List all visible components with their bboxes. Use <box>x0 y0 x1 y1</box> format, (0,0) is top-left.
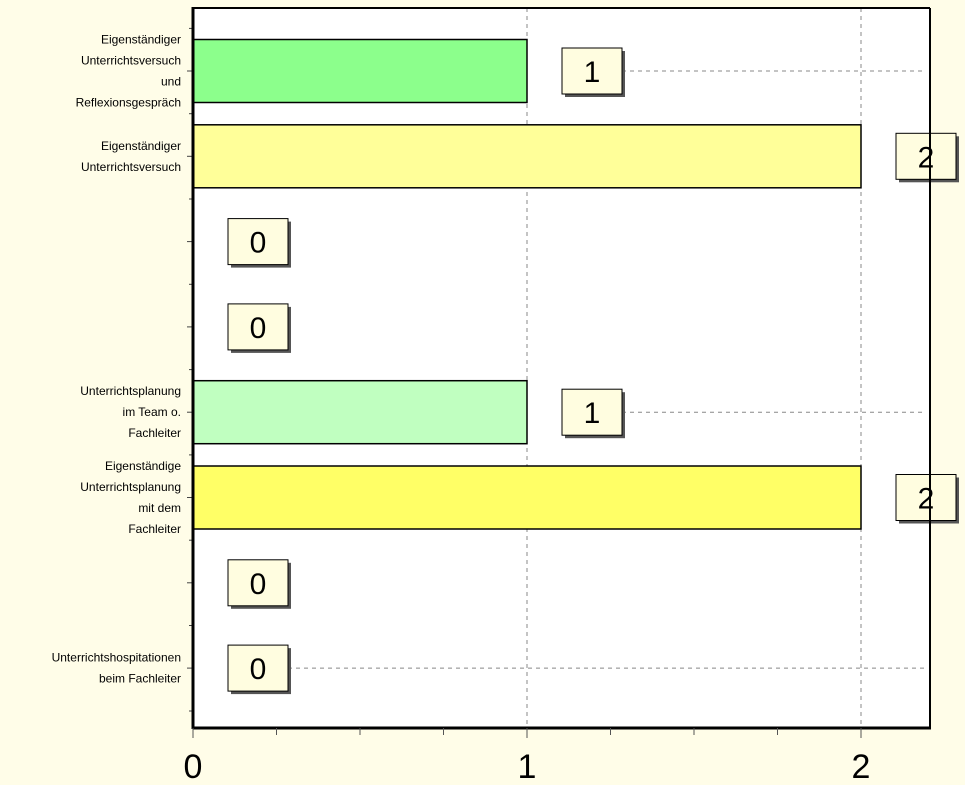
bar <box>192 124 862 189</box>
category-label-line: beim Fachleiter <box>99 672 181 686</box>
data-label: 1 <box>584 397 601 430</box>
category-label: Unterrichtsplanung im Team o. Fachleiter <box>80 384 181 440</box>
data-label-box <box>561 388 623 436</box>
category-label-line: Reflexionsgespräch <box>76 96 181 110</box>
data-label: 2 <box>918 141 935 174</box>
category-label-line: im Team o. <box>123 405 181 419</box>
data-label: 0 <box>250 312 267 345</box>
category-label-line: Eigenständiger <box>101 33 181 47</box>
category-label-line: Fachleiter <box>128 426 181 440</box>
category-label-line: Fachleiter <box>128 522 181 536</box>
data-label: 0 <box>250 653 267 686</box>
category-label: Unterrichtshospitationen beim Fachleiter <box>52 651 181 686</box>
data-label: 1 <box>584 56 601 89</box>
data-label-box <box>227 559 289 607</box>
x-tick-label: 1 <box>518 748 537 785</box>
data-label-box <box>895 474 957 521</box>
bar <box>192 38 528 104</box>
bar <box>192 379 528 445</box>
category-label-line: Eigenständige <box>105 459 181 473</box>
x-tick-label: 2 <box>852 748 871 785</box>
data-label-box <box>227 218 289 266</box>
plot-area <box>193 8 930 728</box>
category-label-line: Unterrichtsversuch <box>81 160 181 174</box>
category-label-line: Eigenständiger <box>101 139 181 153</box>
data-label-box <box>561 47 623 95</box>
category-label-line: Unterrichtshospitationen <box>52 651 181 665</box>
data-label: 0 <box>250 227 267 260</box>
data-label: 2 <box>918 483 935 516</box>
category-label: Eigenständige Unterrichtsplanung mit dem Fa… <box>80 459 181 536</box>
data-label-box <box>895 132 957 180</box>
data-label-box <box>227 644 289 692</box>
category-label-line: Unterrichtsversuch <box>81 54 181 68</box>
x-tick-label: 0 <box>184 748 203 785</box>
data-label-box <box>227 303 289 351</box>
category-label-line: mit dem <box>138 501 181 515</box>
category-label-line: Unterrichtsplanung <box>80 384 181 398</box>
category-label-line: und <box>161 75 181 89</box>
bar <box>192 465 862 530</box>
category-label: Eigenständiger Unterrichtsversuch <box>81 139 181 174</box>
category-label: Eigenständiger Unterrichtsversuch und Refle… <box>76 33 181 110</box>
data-label: 0 <box>250 568 267 601</box>
category-label-line: Unterrichtsplanung <box>80 480 181 494</box>
